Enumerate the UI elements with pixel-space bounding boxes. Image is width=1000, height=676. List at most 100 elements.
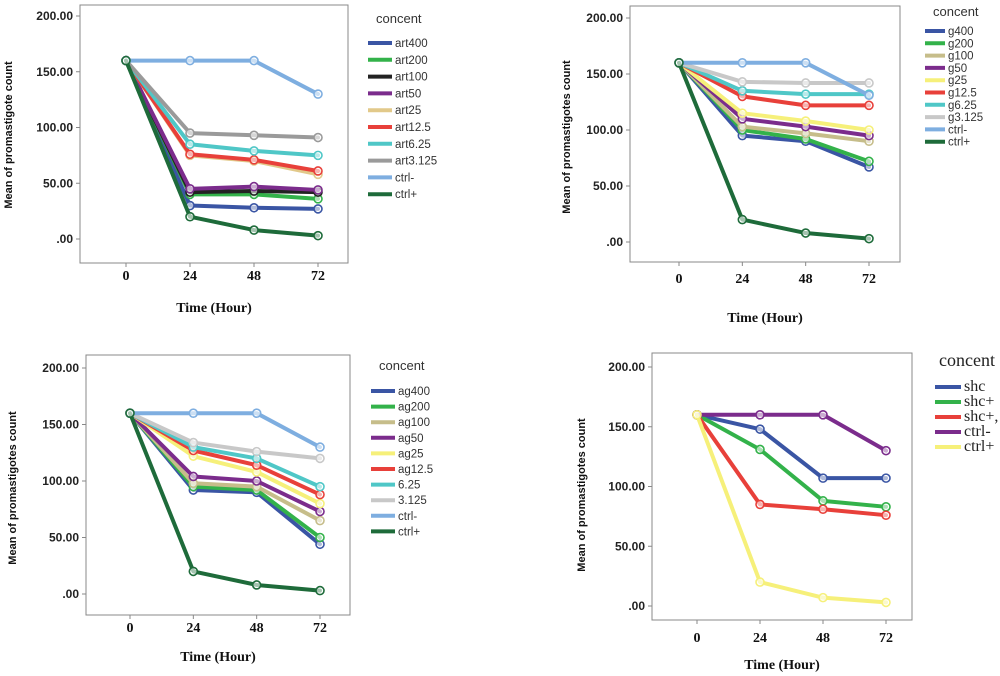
series-ctrl+ <box>121 55 323 241</box>
series-line <box>124 58 320 140</box>
x-tick-label: 48 <box>799 272 813 287</box>
legend-entry: art6.25 <box>395 139 431 151</box>
data-point <box>755 499 765 510</box>
legend-entry: 6.25 <box>398 480 420 492</box>
x-tick-label: 24 <box>186 621 200 636</box>
plot-frame <box>629 5 901 263</box>
series-line <box>124 58 320 192</box>
y-tick-label: 200.00 <box>608 360 645 374</box>
series-line <box>695 412 888 481</box>
series-line <box>677 60 871 85</box>
series-art6.25 <box>121 55 323 161</box>
series-g3.125 <box>674 57 874 88</box>
legend-entry: g25 <box>948 75 967 87</box>
y-tick-label: 150.00 <box>586 67 623 81</box>
x-axis-label: Time (Hour) <box>727 311 803 326</box>
data-point <box>881 502 891 512</box>
legend-entry: ctrl- <box>395 172 414 184</box>
legend-entry: ctrl- <box>964 423 991 440</box>
data-point <box>185 211 195 222</box>
data-point <box>313 89 323 99</box>
data-point <box>818 409 828 420</box>
legend-entry: ag100 <box>398 417 430 429</box>
data-point <box>249 181 259 192</box>
x-tick-label: 48 <box>816 631 830 646</box>
series-shc+ <box>692 409 891 512</box>
data-point <box>881 597 891 608</box>
y-tick-label: .00 <box>628 599 645 613</box>
x-tick-label: 24 <box>183 269 197 284</box>
legend-entry: art25 <box>395 105 421 117</box>
data-point <box>251 408 262 419</box>
data-point <box>315 442 325 452</box>
legend-entry: g100 <box>948 51 974 63</box>
legend-entry: art50 <box>395 88 421 100</box>
y-tick-label: 50.00 <box>43 176 73 190</box>
data-point <box>737 108 748 118</box>
legend-entry: art200 <box>395 55 428 67</box>
x-tick-label: 72 <box>879 631 893 646</box>
legend-entry: art100 <box>395 72 428 84</box>
series-line <box>695 412 888 453</box>
legend-entry: shc+ <box>964 393 994 410</box>
legend-entry: art400 <box>395 38 428 50</box>
data-point <box>818 496 828 506</box>
data-point <box>315 532 325 543</box>
data-point <box>864 78 874 88</box>
plot-frame <box>85 354 351 616</box>
data-point <box>755 444 765 455</box>
x-tick-label: 0 <box>123 269 130 284</box>
y-axis-label: Mean of promastigote count <box>3 61 15 209</box>
y-tick-label: .00 <box>606 235 623 249</box>
data-point <box>818 504 828 515</box>
series-line <box>124 58 320 173</box>
x-tick-label: 0 <box>676 272 683 287</box>
data-point <box>249 130 259 141</box>
data-point <box>313 204 323 214</box>
data-point <box>315 506 325 517</box>
legend-entry: ag400 <box>398 386 430 398</box>
series-ctrl+ <box>692 409 891 608</box>
legend-entry: art3.125 <box>395 156 437 168</box>
legend-entry: shc+, <box>964 408 998 425</box>
series-line <box>695 412 888 605</box>
series-line <box>128 411 322 514</box>
chart-panel-4: .00 50.00 100.00 150.00 200.00 0 24 48 72 Time (H… <box>576 350 998 673</box>
data-point <box>249 55 259 66</box>
data-point <box>800 116 811 126</box>
data-point <box>249 155 259 165</box>
data-point <box>674 57 684 68</box>
legend-entry: ag12.5 <box>398 464 433 476</box>
data-point <box>864 90 874 101</box>
data-point <box>185 184 195 194</box>
x-tick-label: 24 <box>735 272 749 287</box>
y-tick-label: 50.00 <box>615 539 645 553</box>
data-point <box>755 409 765 420</box>
data-point <box>737 57 748 68</box>
data-point <box>185 55 195 66</box>
legend-entry: ctrl+ <box>964 438 994 455</box>
data-point <box>864 233 874 244</box>
series-line <box>677 60 871 241</box>
y-tick-label: 200.00 <box>42 361 79 375</box>
series-line <box>128 411 322 489</box>
x-tick-label: 48 <box>247 269 261 284</box>
data-point <box>864 125 874 135</box>
legend-title: concent <box>379 358 425 373</box>
y-tick-label: 100.00 <box>586 123 623 137</box>
data-point <box>818 473 828 483</box>
series-line <box>695 412 888 509</box>
data-point <box>315 585 325 596</box>
data-point <box>692 409 702 420</box>
y-tick-label: .00 <box>62 587 79 601</box>
legend-entry: g3.125 <box>948 112 983 124</box>
data-point <box>864 156 874 167</box>
data-point <box>800 89 811 99</box>
data-point <box>315 453 325 464</box>
data-point <box>313 185 323 195</box>
legend: concent g400g200g100g50g25g12.5g6.25g3.12… <box>925 4 983 149</box>
legend-entry: ag200 <box>398 402 430 414</box>
series-line <box>128 411 322 450</box>
data-point <box>121 55 131 66</box>
y-tick-label: 100.00 <box>36 121 73 135</box>
